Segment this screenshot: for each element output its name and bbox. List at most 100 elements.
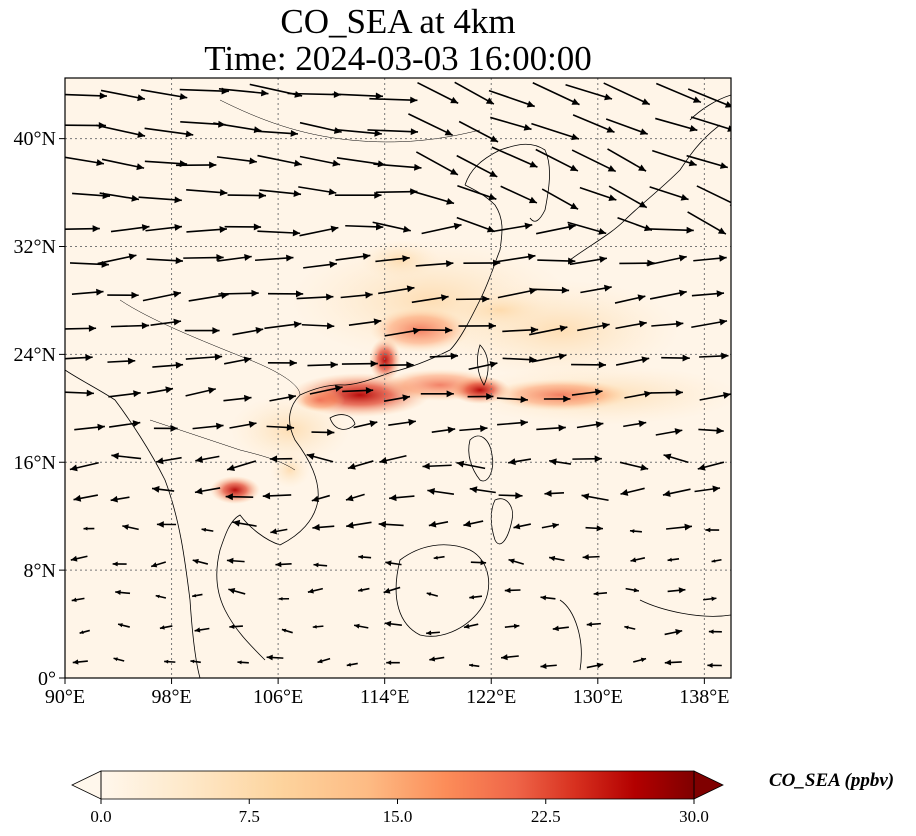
- concentration-field: [210, 240, 731, 504]
- wind-vector-head: [721, 352, 729, 360]
- wind-vector-head: [624, 625, 629, 630]
- wind-vector-shaft: [655, 82, 702, 104]
- wind-vector-head: [293, 321, 302, 328]
- wind-vector-head: [85, 354, 93, 362]
- wind-vector-shaft: [571, 149, 617, 173]
- wind-vector-head: [164, 659, 169, 664]
- wind-vector-head: [719, 254, 727, 262]
- wind-vector-head: [639, 320, 647, 328]
- wind-vector-head: [159, 625, 165, 630]
- wind-vector-head: [485, 97, 494, 105]
- wind-vector-head: [229, 624, 235, 629]
- lat-tick-label: 8°N: [24, 560, 56, 582]
- wind-vector-head: [290, 129, 298, 137]
- wind-vector-head: [526, 100, 535, 108]
- wind-vector-head: [155, 457, 164, 465]
- hainan-coastline: [329, 414, 356, 430]
- lon-tick-label: 130°E: [573, 686, 623, 708]
- wind-vector-head: [469, 486, 478, 494]
- wind-vector-head: [385, 560, 392, 566]
- lat-tick-label: 16°N: [14, 452, 56, 474]
- wind-vector-head: [601, 322, 610, 330]
- wind-vector-head: [428, 520, 437, 528]
- wind-vector-head: [86, 389, 94, 397]
- wind-vector-head: [717, 227, 726, 235]
- wind-vector-head: [266, 654, 273, 661]
- wind-vector-head: [540, 595, 547, 601]
- wind-vector-head: [571, 133, 580, 141]
- wind-vector-head: [173, 318, 182, 326]
- wind-vector-head: [549, 555, 556, 562]
- wind-vector-head: [410, 128, 419, 136]
- wind-vector-head: [175, 361, 184, 369]
- map-title-line1: CO_SEA at 4km: [280, 2, 516, 41]
- wind-vector-head: [275, 561, 282, 568]
- wind-vector-shaft: [179, 88, 229, 93]
- wind-vector-head: [640, 463, 649, 471]
- wind-vector-head: [520, 419, 528, 427]
- wind-vector-head: [286, 254, 294, 262]
- wind-vector-head: [527, 253, 536, 261]
- wind-vector-head: [530, 326, 539, 334]
- wind-vector-head: [489, 361, 498, 368]
- wind-vector-head: [544, 490, 552, 497]
- wind-vector-head: [251, 289, 259, 297]
- wind-vector-head: [293, 190, 302, 198]
- wind-vector-head: [675, 320, 684, 328]
- wind-vector-head: [488, 193, 497, 201]
- wind-vector-head: [684, 523, 692, 531]
- wind-vector-head: [664, 659, 672, 666]
- wind-vector-head: [375, 92, 383, 100]
- wind-vector-head: [644, 390, 652, 398]
- wind-vector-head: [594, 388, 603, 396]
- wind-vector-head: [347, 462, 356, 470]
- wind-vector-head: [115, 589, 121, 596]
- wind-vector-head: [369, 420, 378, 428]
- wind-vector-shaft: [535, 148, 579, 172]
- wind-vector-head: [374, 129, 382, 137]
- wind-vector-head: [212, 327, 220, 335]
- wind-vector-head: [662, 490, 671, 497]
- wind-vector-head: [151, 562, 158, 568]
- wind-vector-head: [440, 294, 449, 302]
- wind-vector-shaft: [572, 114, 615, 133]
- wind-vector-head: [389, 494, 397, 502]
- wind-vector-head: [253, 223, 262, 231]
- wind-vector-head: [402, 225, 411, 233]
- wind-vector-head: [137, 131, 146, 138]
- wind-vector-head: [667, 557, 672, 562]
- wind-vector-head: [680, 193, 689, 201]
- colorbar-tick-label: 30.0: [679, 807, 709, 826]
- wind-vector-head: [523, 123, 532, 131]
- gridlines: [65, 78, 731, 678]
- wind-vector-head: [433, 555, 438, 560]
- wind-vector-head: [354, 623, 360, 629]
- wind-vector-shaft: [138, 196, 182, 202]
- wind-vector-head: [377, 160, 386, 168]
- wind-vector-shaft: [531, 122, 580, 140]
- lat-tick-label: 24°N: [14, 344, 56, 366]
- wind-vector-head: [586, 621, 593, 627]
- vietnam-coastline: [279, 394, 319, 546]
- wind-vector-head: [444, 128, 453, 136]
- wind-vector-head: [281, 628, 287, 633]
- myanmar-coastline: [65, 369, 201, 678]
- wind-vector-head: [306, 453, 315, 460]
- wind-vector-head: [450, 96, 459, 104]
- wind-vector-head: [330, 225, 339, 233]
- wind-vector-head: [92, 225, 100, 233]
- wind-vector-head: [598, 228, 607, 235]
- wind-vector-head: [638, 420, 647, 428]
- wind-vector-shaft: [603, 82, 651, 106]
- wind-vector-shaft: [607, 148, 647, 172]
- wind-vector-head: [174, 223, 182, 231]
- wind-vector-head: [445, 326, 453, 334]
- wind-vector-head: [552, 522, 559, 529]
- wind-vector-head: [118, 623, 123, 628]
- wind-vector-head: [132, 420, 141, 428]
- wind-vector-head: [378, 520, 387, 528]
- wind-vector-head: [675, 629, 683, 636]
- taiwan-coastline: [477, 344, 489, 386]
- wind-vector-head: [570, 202, 579, 210]
- wind-vector-head: [508, 458, 516, 466]
